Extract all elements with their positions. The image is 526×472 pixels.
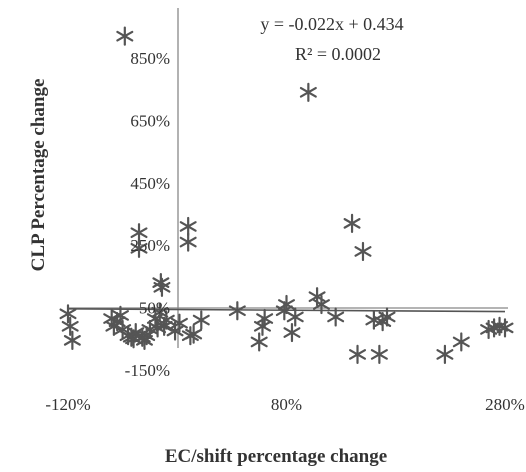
data-point	[157, 310, 175, 330]
data-point	[63, 330, 81, 350]
data-point	[111, 305, 129, 325]
data-point	[312, 294, 330, 315]
data-point	[185, 324, 203, 344]
x-tick-label: 80%	[271, 395, 302, 414]
data-point	[130, 238, 148, 258]
x-tick-label: -120%	[45, 395, 90, 414]
x-axis-title: EC/shift percentage change	[165, 446, 387, 467]
data-point	[256, 308, 274, 329]
data-point	[286, 307, 304, 327]
data-point	[278, 294, 295, 315]
data-point	[354, 241, 372, 262]
x-tick-label: 280%	[485, 395, 525, 414]
y-tick-label: 450%	[130, 174, 170, 193]
data-point	[153, 277, 171, 297]
data-point	[343, 213, 361, 233]
data-point	[349, 344, 367, 364]
x-tick-labels: -120% 80% 280%	[45, 395, 525, 414]
data-point	[250, 332, 268, 352]
data-point	[283, 322, 301, 343]
data-point	[299, 82, 317, 102]
y-tick-label: 50%	[139, 299, 170, 318]
data-point	[496, 318, 514, 338]
y-tick-label: 850%	[130, 49, 170, 68]
data-point	[116, 26, 134, 46]
y-tick-label: 250%	[130, 236, 170, 255]
data-point	[59, 304, 77, 324]
data-point	[179, 232, 197, 252]
y-tick-labels: 850% 650% 450% 250% 50% -150%	[125, 49, 170, 380]
y-tick-label: -150%	[125, 361, 170, 380]
y-tick-label: 650%	[130, 111, 170, 130]
data-point	[378, 307, 396, 327]
data-point	[452, 332, 470, 352]
data-point	[327, 307, 345, 327]
data-point	[179, 216, 197, 237]
data-point	[228, 301, 246, 321]
data-points	[59, 26, 514, 364]
data-point	[170, 313, 188, 333]
data-point	[370, 344, 388, 364]
data-point	[192, 310, 210, 330]
data-point	[130, 223, 148, 243]
data-point	[61, 316, 79, 336]
y-axis-title: CLP Percentage change	[28, 79, 49, 272]
trendline-equation: y = -0.022x + 0.434	[260, 14, 403, 34]
data-point	[151, 302, 169, 322]
data-point	[138, 326, 156, 346]
data-point	[436, 344, 454, 364]
r-squared-label: R² = 0.0002	[295, 44, 381, 64]
